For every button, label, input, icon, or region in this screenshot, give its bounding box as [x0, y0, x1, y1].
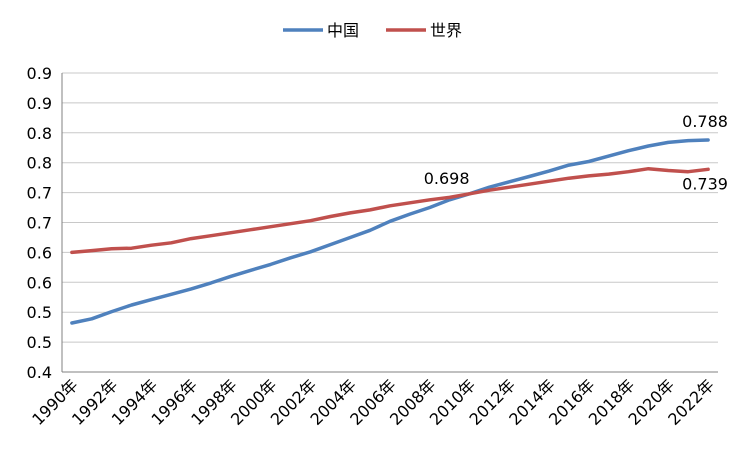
- y-tick-label: 0.5: [27, 303, 52, 322]
- legend: 中国 世界: [283, 21, 462, 40]
- y-tick-label: 0.7: [27, 214, 52, 233]
- y-tick-label: 0.4: [27, 363, 52, 382]
- x-axis-tick-labels: 1990年1992年1994年1996年1998年2000年2002年2004年…: [28, 375, 718, 429]
- y-tick-label: 0.6: [27, 273, 52, 292]
- y-axis-tick-labels: 0.9 0.9 0.8 0.8 0.7 0.7 0.6 0.6 0.5 0.5 0.4: [27, 64, 52, 382]
- y-tick-label: 0.8: [27, 124, 52, 143]
- data-label: 0.739: [682, 174, 728, 193]
- data-labels: 0.788 0.739 0.698: [424, 112, 728, 193]
- legend-label: 世界: [430, 21, 462, 40]
- y-tick-label: 0.9: [27, 64, 52, 83]
- series-lines: [70, 138, 710, 325]
- y-tick-label: 0.5: [27, 333, 52, 352]
- y-tick-label: 0.8: [27, 154, 52, 173]
- data-label: 0.698: [424, 169, 470, 188]
- series-line-0: [70, 138, 710, 325]
- legend-label: 中国: [327, 21, 359, 40]
- y-tick-label: 0.6: [27, 243, 52, 262]
- y-tick-label: 0.7: [27, 184, 52, 203]
- data-label: 0.788: [682, 112, 728, 131]
- series-line-1: [70, 166, 710, 255]
- y-tick-label: 0.9: [27, 94, 52, 113]
